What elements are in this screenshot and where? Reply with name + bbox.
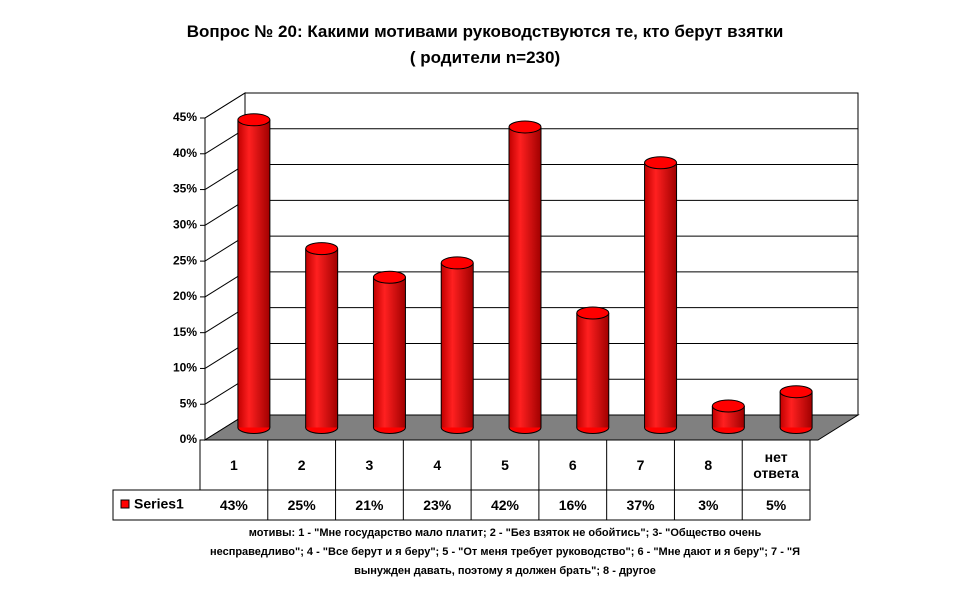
y-tick-label: 10% bbox=[173, 361, 197, 375]
y-tick-label: 45% bbox=[173, 110, 197, 124]
y-tick-label: 35% bbox=[173, 182, 197, 196]
bar-top bbox=[779, 385, 813, 399]
y-tick-label: 25% bbox=[173, 253, 197, 267]
bar bbox=[373, 277, 406, 428]
grid-line bbox=[204, 92, 246, 119]
value-label: 25% bbox=[287, 497, 316, 513]
table-frame bbox=[112, 489, 811, 521]
bar bbox=[441, 262, 474, 428]
category-label: 2 bbox=[297, 457, 306, 473]
bar bbox=[576, 313, 609, 428]
bar bbox=[644, 162, 677, 428]
y-tick-label: 0% bbox=[180, 432, 198, 446]
bar-top bbox=[305, 242, 339, 256]
bar bbox=[237, 119, 270, 428]
category-label: 1 bbox=[229, 457, 238, 473]
value-label: 23% bbox=[423, 497, 452, 513]
category-label: 7 bbox=[636, 457, 645, 473]
bar-top bbox=[508, 120, 542, 134]
note: мотивы: 1 - "Мне государство мало платит… bbox=[209, 527, 801, 577]
bar-top bbox=[711, 399, 745, 413]
y-tick-label: 5% bbox=[180, 396, 198, 410]
y-tick-label: 40% bbox=[173, 146, 197, 160]
value-label: 43% bbox=[219, 497, 248, 513]
bar-top bbox=[372, 270, 406, 284]
value-label: 5% bbox=[765, 497, 787, 513]
chart-subtitle: ( родители n=230) bbox=[409, 48, 561, 67]
category-label: 4 bbox=[433, 457, 442, 473]
legend-label: Series1 bbox=[134, 496, 184, 512]
category-label: 5 bbox=[501, 457, 509, 473]
value-label: 3% bbox=[698, 497, 719, 513]
category-label: 8 bbox=[704, 457, 713, 473]
bar-top bbox=[644, 156, 678, 170]
value-label: 21% bbox=[355, 497, 384, 513]
value-label: 37% bbox=[626, 497, 655, 513]
category-label: 3 bbox=[365, 457, 374, 473]
bar bbox=[509, 126, 541, 428]
chart-title: Вопрос № 20: Какими мотивами руководству… bbox=[186, 22, 784, 41]
value-label: 16% bbox=[558, 497, 587, 513]
legend-swatch bbox=[120, 499, 130, 509]
y-tick-label: 30% bbox=[173, 218, 197, 232]
category-label: 6 bbox=[568, 457, 577, 473]
bar bbox=[305, 248, 338, 428]
category-label: нет ответа bbox=[753, 449, 799, 481]
bar-top bbox=[576, 306, 610, 320]
bar-top bbox=[237, 113, 271, 127]
y-tick-label: 15% bbox=[173, 325, 197, 339]
bar-top bbox=[440, 256, 474, 270]
y-tick-label: 20% bbox=[173, 289, 197, 303]
value-label: 42% bbox=[490, 497, 519, 513]
